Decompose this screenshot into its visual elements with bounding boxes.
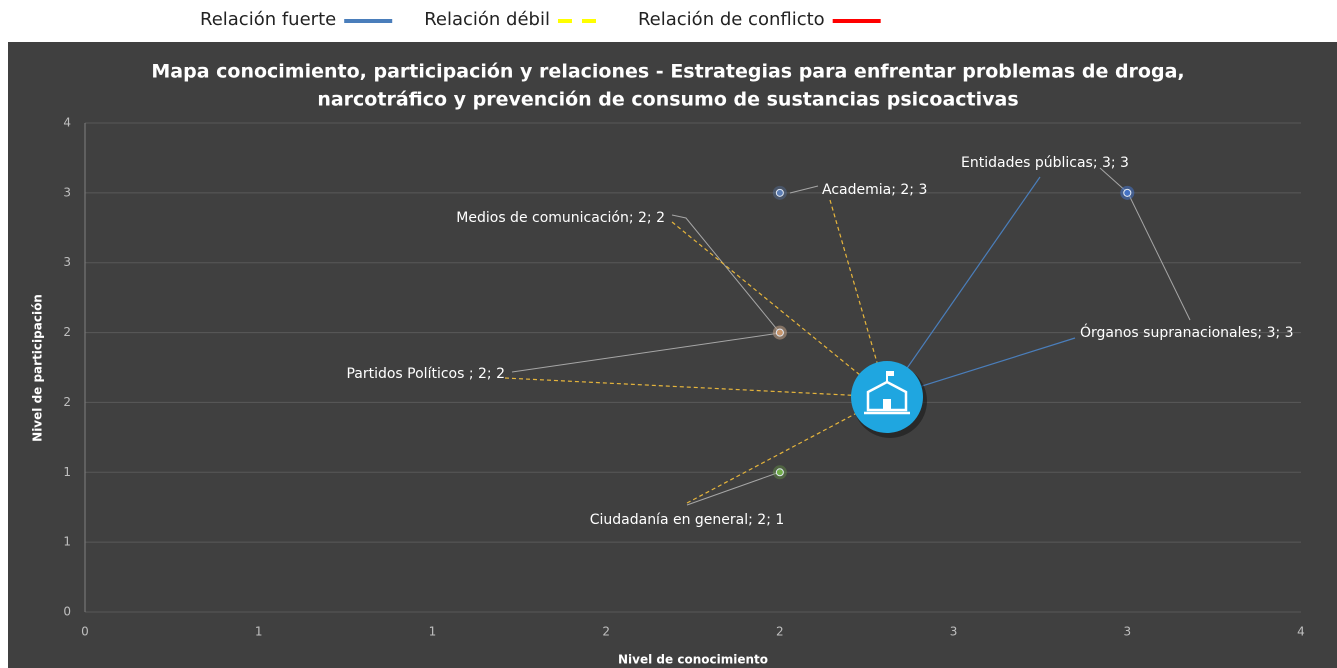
y-tick-label: 1 — [63, 465, 71, 479]
point — [775, 188, 784, 197]
weak-relation-line — [686, 396, 888, 504]
strong-relation-line — [886, 176, 1041, 398]
chart-background — [8, 42, 1337, 668]
y-tick-label: 3 — [63, 255, 71, 269]
weak-relation-line — [504, 377, 888, 398]
x-tick-label: 1 — [255, 625, 263, 639]
point — [775, 328, 784, 337]
point — [775, 468, 784, 477]
y-tick-label: 1 — [63, 535, 71, 549]
y-tick-label: 4 — [63, 116, 71, 130]
data-label: Entidades públicas; 3; 3 — [961, 155, 1129, 171]
chart-title: Mapa conocimiento, participación y relac… — [151, 61, 1184, 83]
leader-line — [1099, 167, 1129, 194]
leader-line — [511, 332, 781, 373]
legend-label: Relación débil — [424, 9, 550, 30]
legend-label: Relación fuerte — [200, 9, 336, 30]
y-tick-label: 2 — [63, 325, 71, 339]
icon-flag — [887, 371, 894, 376]
point — [1123, 188, 1132, 197]
data-label: Partidos Políticos ; 2; 2 — [346, 366, 505, 382]
data-label: Academia; 2; 3 — [822, 182, 927, 198]
x-tick-label: 4 — [1297, 625, 1305, 639]
x-tick-label: 0 — [81, 625, 89, 639]
y-tick-label: 0 — [63, 605, 71, 619]
x-tick-label: 2 — [602, 625, 610, 639]
x-tick-label: 3 — [950, 625, 958, 639]
data-label: Medios de comunicación; 2; 2 — [456, 210, 665, 226]
y-axis-title: Nivel de participación — [31, 294, 45, 442]
chart-subtitle: narcotráfico y prevención de consumo de … — [317, 89, 1018, 111]
leader-line — [671, 214, 781, 334]
x-tick-label: 3 — [1123, 625, 1131, 639]
leader-line — [1127, 192, 1191, 321]
icon-building — [866, 380, 908, 412]
x-axis-title: Nivel de conocimiento — [618, 653, 768, 667]
legend-label: Relación de conflicto — [638, 9, 825, 30]
x-tick-label: 1 — [429, 625, 437, 639]
leader-line — [686, 471, 781, 506]
data-label: Órganos supranacionales; 3; 3 — [1080, 323, 1294, 341]
y-tick-label: 2 — [63, 395, 71, 409]
y-tick-label: 3 — [63, 185, 71, 199]
institution-icon — [851, 361, 927, 438]
weak-relation-line — [671, 221, 888, 398]
icon-circle — [851, 361, 923, 433]
x-tick-label: 2 — [776, 625, 784, 639]
icon-door — [883, 399, 891, 410]
leader-line — [789, 185, 819, 194]
data-label: Ciudadanía en general; 2; 1 — [590, 512, 785, 528]
